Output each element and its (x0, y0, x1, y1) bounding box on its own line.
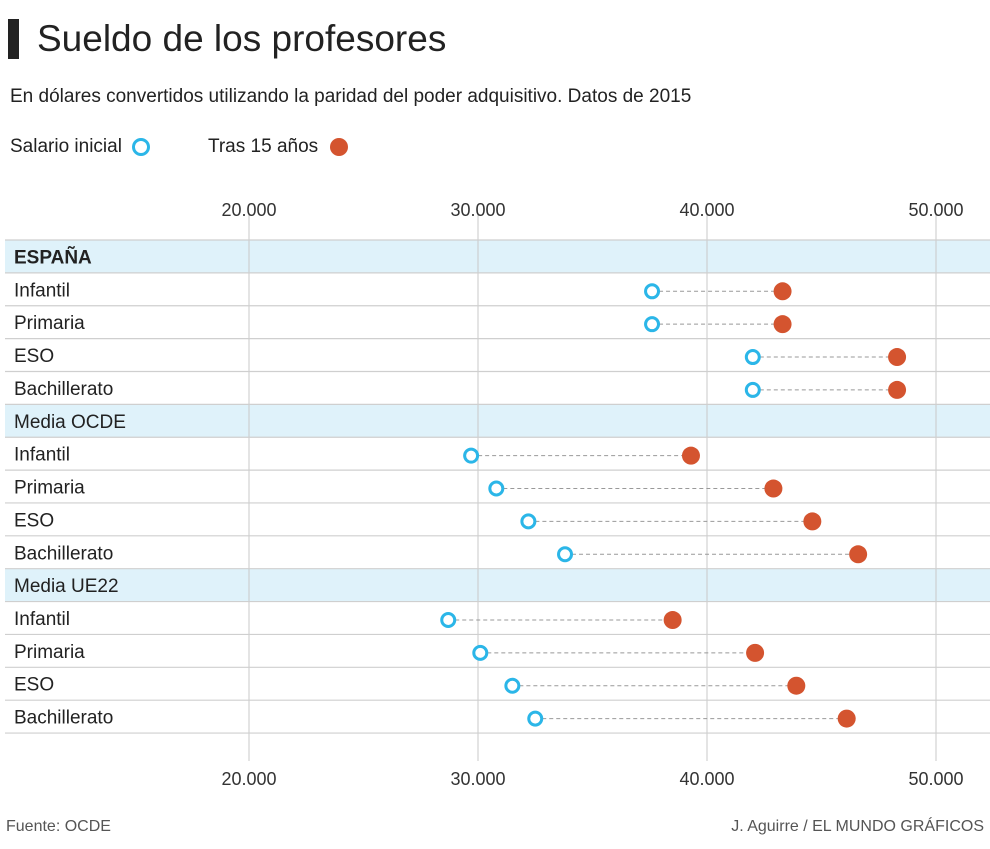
after15-point (837, 709, 856, 728)
x-tick-label-top: 20.000 (221, 200, 276, 220)
row-label: Bachillerato (14, 708, 113, 729)
subtitle: En dólares convertidos utilizando la par… (10, 86, 692, 107)
row-label: Primaria (14, 478, 85, 499)
after15-point (888, 380, 907, 399)
row-label: Bachillerato (14, 543, 113, 564)
row-label: Infantil (14, 445, 70, 466)
x-tick-label-bottom: 40.000 (679, 769, 734, 789)
group-label: Media OCDE (14, 412, 126, 433)
x-tick-label-top: 50.000 (908, 200, 963, 220)
after15-point (663, 611, 682, 630)
title-bar-mark (8, 19, 19, 59)
legend: Salario inicial Tras 15 años (10, 136, 349, 158)
legend-open-circle-icon (131, 138, 150, 156)
after15-point (764, 479, 783, 498)
initial-point (488, 480, 505, 497)
row-label: ESO (14, 675, 54, 696)
x-tick-label-top: 40.000 (679, 200, 734, 220)
legend-initial-label: Salario inicial (10, 136, 122, 157)
initial-point (557, 546, 574, 563)
row-label: Infantil (14, 280, 70, 301)
group-band (5, 404, 990, 438)
x-tick-label-bottom: 20.000 (221, 769, 276, 789)
after15-point (681, 446, 700, 465)
row-label: Primaria (14, 642, 85, 663)
after15-point (888, 348, 907, 367)
initial-point (744, 349, 761, 366)
x-tick-label-bottom: 50.000 (908, 769, 963, 789)
initial-point (644, 283, 661, 300)
after15-point (787, 676, 806, 695)
row-label: Primaria (14, 313, 85, 334)
group-band (5, 240, 990, 273)
after15-point (803, 512, 822, 531)
initial-point (440, 612, 457, 629)
after15-point (773, 315, 792, 334)
after15-point (746, 643, 765, 662)
initial-point (527, 710, 544, 727)
initial-point (644, 316, 661, 333)
row-label: Infantil (14, 609, 70, 630)
title-text: Sueldo de los profesores (37, 18, 447, 59)
initial-point (472, 644, 489, 661)
initial-point (744, 381, 761, 398)
credit-note: J. Aguirre / EL MUNDO GRÁFICOS (731, 818, 984, 835)
legend-after15-label: Tras 15 años (207, 136, 319, 157)
source-note: Fuente: OCDE (6, 818, 111, 835)
after15-point (773, 282, 792, 301)
group-label: Media UE22 (14, 576, 119, 597)
after15-point (849, 545, 868, 564)
row-label: ESO (14, 346, 54, 367)
group-band (5, 568, 990, 602)
legend-filled-circle-icon (330, 138, 349, 156)
initial-point (504, 677, 521, 694)
initial-point (463, 447, 480, 464)
x-tick-label-bottom: 30.000 (450, 769, 505, 789)
row-label: Bachillerato (14, 379, 113, 400)
initial-point (520, 513, 537, 530)
row-label: ESO (14, 510, 54, 531)
x-tick-label-top: 30.000 (450, 200, 505, 220)
group-label: ESPAÑA (14, 246, 92, 268)
page-title: Sueldo de los profesores (8, 18, 446, 60)
